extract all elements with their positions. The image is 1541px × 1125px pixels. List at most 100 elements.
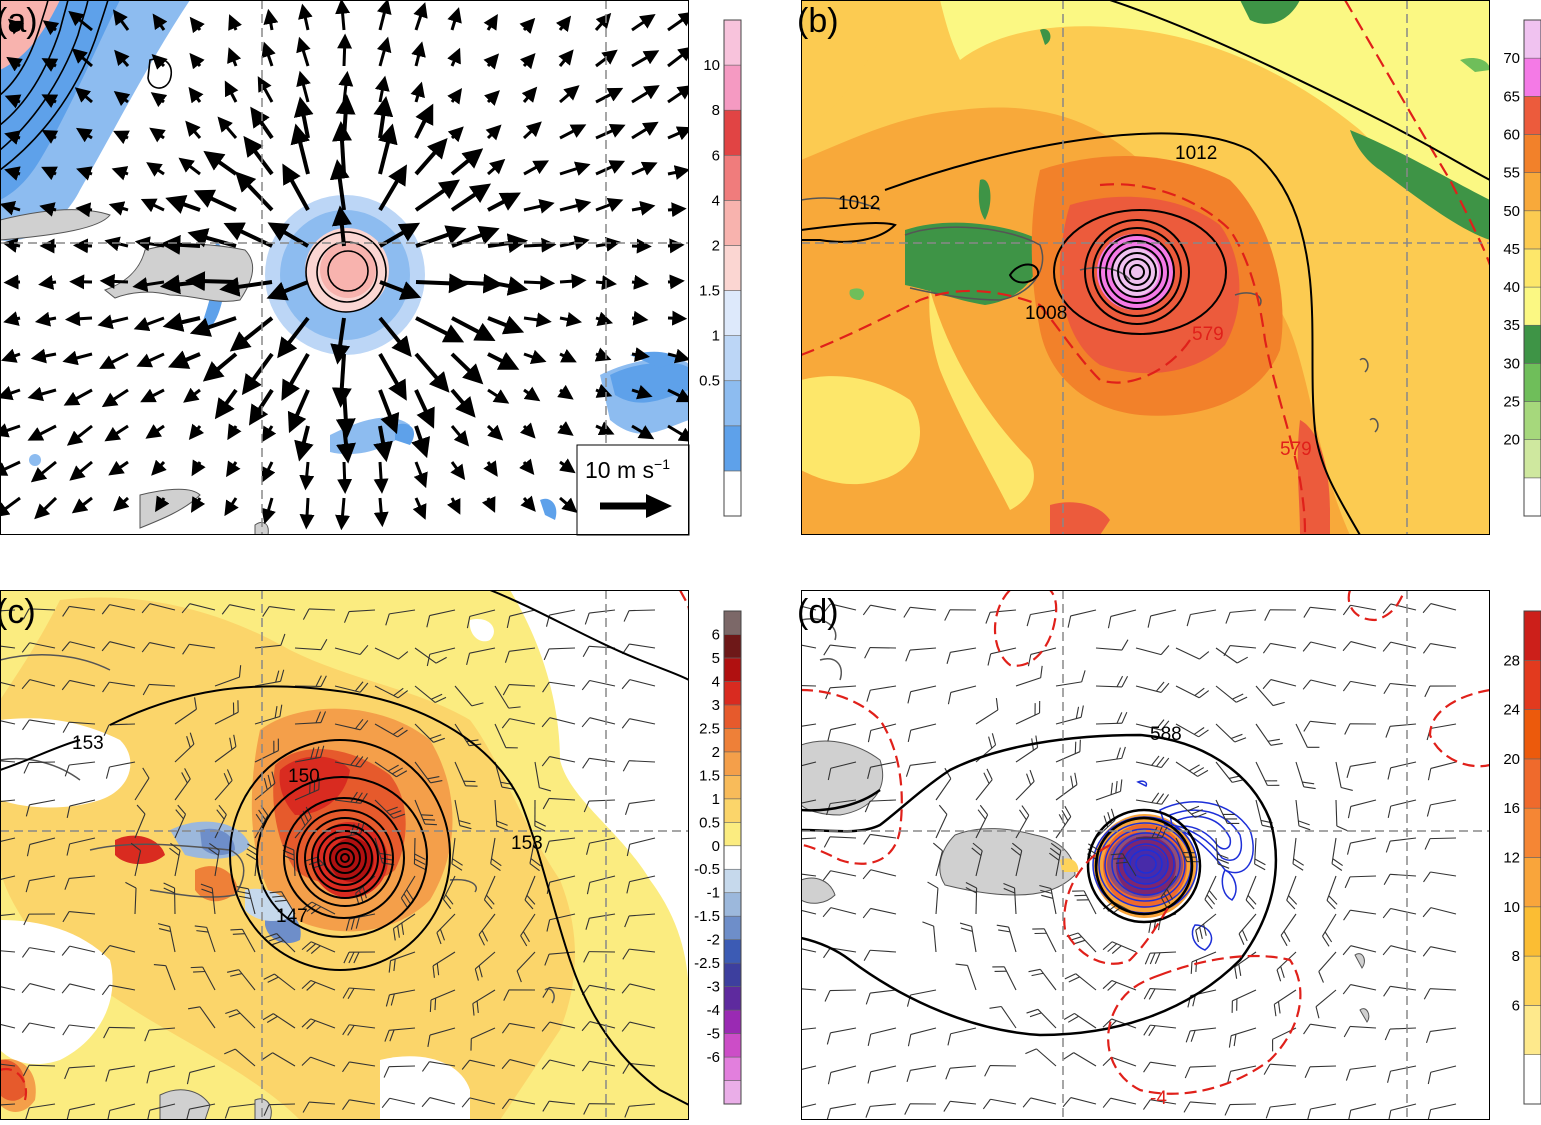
wind-barb-flag [965, 887, 977, 894]
wind-vector [450, 183, 492, 212]
wind-barb [1310, 679, 1337, 687]
colorbar-tick-label: 35 [1503, 317, 1520, 334]
wind-barb [910, 989, 937, 996]
wind-vector [329, 159, 350, 211]
wind-barb [1390, 873, 1417, 877]
wind-barb-flag [1064, 973, 1076, 980]
colorbar-swatch [1523, 610, 1541, 661]
wind-vector [667, 274, 685, 290]
wind-vector [152, 13, 168, 31]
wind-barb-flag [1302, 641, 1312, 652]
wind-barb [801, 685, 817, 687]
wind-barb-flag [1031, 972, 1044, 977]
wind-barb-flag [1384, 1028, 1391, 1041]
wind-barb-flag [1019, 809, 1027, 821]
wind-barb [429, 1027, 456, 1036]
wind-vector [2, 238, 21, 253]
colorbar-tick-label: 0.5 [699, 373, 720, 390]
wind-barb-flag [784, 873, 791, 883]
wind-barb [69, 945, 96, 953]
wind-barb-flag [996, 924, 1009, 928]
wind-barb-flag [783, 946, 790, 955]
wind-barb-flag [272, 895, 285, 898]
wind-barb-flag [230, 973, 243, 977]
wind-barb-flag [788, 1110, 791, 1122]
wind-barb-flag [1199, 927, 1203, 939]
wind-barb-flag [824, 990, 831, 1002]
wind-barb [109, 604, 136, 611]
wind-barb-flag [181, 603, 191, 614]
wind-barb [1295, 799, 1300, 826]
wind-barb-flag [169, 847, 180, 856]
wind-barb-flag [432, 965, 435, 978]
wind-barb [975, 779, 993, 801]
panel-d: 588 -4 (d) 6 8 10 12 16 20 24 28 [783, 590, 1541, 1122]
wind-barb-flag [544, 953, 550, 966]
wind-barb-flag [905, 765, 911, 777]
wind-barb-flag [194, 925, 207, 928]
wind-barb [414, 723, 434, 743]
wind-barb-flag [1102, 941, 1113, 951]
wind-barb [990, 1098, 1017, 1105]
wind-vector [108, 460, 129, 476]
wind-barb-flag [1102, 980, 1113, 990]
wind-barb [1036, 1048, 1057, 1067]
wind-barb [509, 1098, 536, 1105]
wind-barb-flag [1147, 615, 1152, 628]
wind-barb-flag [263, 1104, 270, 1116]
colorbar-swatch [723, 681, 742, 706]
wind-vector [559, 198, 592, 213]
wind-vector [113, 90, 131, 107]
wind-barb-flag [224, 1106, 230, 1119]
wind-barb-flag [1272, 701, 1285, 707]
wind-barb [29, 875, 56, 882]
wind-barb-flag [1156, 756, 1165, 767]
wind-barb-flag [864, 647, 871, 659]
wind-barb [801, 605, 817, 611]
wind-barb [109, 945, 136, 953]
wind-barb-flag [1110, 853, 1123, 856]
wind-barb [1335, 761, 1342, 788]
wind-barb-flag [385, 613, 390, 626]
wind-barb-flag [584, 612, 590, 625]
wind-vector [263, 8, 279, 31]
wind-barb [1030, 1097, 1057, 1105]
wind-barb-flag [581, 680, 591, 691]
wind-barb-flag [445, 894, 454, 905]
colorbar-tick-label: 45 [1503, 241, 1520, 258]
wind-barb-flag [422, 818, 436, 821]
wind-barb-flag [434, 696, 447, 703]
wind-barb-flag [1238, 963, 1242, 976]
wind-barb [269, 606, 296, 611]
wind-barb [1430, 603, 1457, 611]
wind-barb-flag [392, 767, 403, 775]
wind-vector [595, 124, 626, 140]
wind-barb-flag [862, 908, 872, 919]
wind-barb-flag [827, 1072, 832, 1085]
wind-barb-flag [1107, 616, 1112, 629]
wind-barb [1000, 1006, 1017, 1029]
wind-barb [413, 837, 416, 865]
wind-barb-flag [1302, 679, 1312, 690]
wind-barb [1039, 968, 1057, 991]
wind-barb [310, 1056, 336, 1067]
wind-barb-flag [965, 882, 977, 889]
wind-vector [296, 36, 311, 67]
wind-vector [631, 384, 653, 400]
wind-vector [523, 312, 552, 328]
wind-barb [589, 679, 616, 687]
wind-barb [174, 743, 195, 763]
wind-barb-flag [1061, 810, 1069, 821]
wind-vector [412, 497, 427, 520]
wind-vector [178, 157, 201, 176]
wind-barb-flag [546, 919, 551, 932]
wind-barb [975, 814, 989, 839]
panel-d-colorbar: 6 8 10 12 16 20 24 28 [1503, 610, 1541, 1105]
colorbar-tick-label: -4 [707, 1002, 720, 1019]
wind-vector [114, 49, 130, 67]
wind-barb-flag [534, 825, 546, 832]
wind-barb-flag [393, 813, 406, 819]
wind-barb [589, 984, 616, 991]
wind-barb [1055, 850, 1062, 877]
wind-barb-flag [1267, 738, 1280, 742]
